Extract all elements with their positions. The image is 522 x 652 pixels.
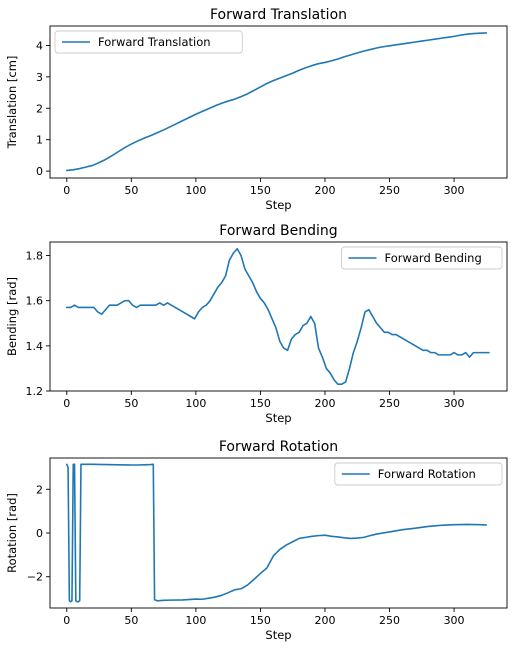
x-axis-label: Step: [265, 411, 291, 425]
chart-title: Forward Rotation: [219, 439, 338, 455]
y-tick-label: 0: [36, 527, 43, 540]
x-tick-label: 150: [250, 397, 271, 410]
x-tick-label: 50: [124, 614, 138, 627]
y-tick-label: 1: [36, 134, 43, 147]
y-tick-label: 2: [36, 102, 43, 115]
y-axis-label: Rotation [rad]: [5, 493, 19, 573]
x-tick-label: 100: [185, 614, 206, 627]
x-tick-label: 50: [124, 397, 138, 410]
x-tick-label: 150: [250, 614, 271, 627]
legend: Forward Translation: [54, 30, 243, 54]
x-tick-label: 200: [314, 184, 335, 197]
x-tick-label: 300: [444, 184, 465, 197]
x-tick-label: 100: [185, 184, 206, 197]
legend-box: [341, 246, 503, 270]
y-tick-label: 1.6: [26, 295, 44, 308]
x-tick-label: 100: [185, 397, 206, 410]
axes-frame: [49, 25, 508, 179]
y-tick-label: 0: [36, 165, 43, 178]
x-tick-label: 0: [63, 614, 70, 627]
y-axis-label: Bending [rad]: [5, 277, 19, 356]
legend-label: Forward Translation: [98, 35, 211, 49]
chart-title: Forward Translation: [210, 7, 347, 23]
x-tick-label: 300: [444, 614, 465, 627]
axes-frame: [49, 241, 508, 392]
series-line-0: [65, 32, 488, 172]
x-tick-label: 200: [314, 614, 335, 627]
chart-title: Forward Bending: [219, 223, 337, 239]
x-tick-label: 250: [379, 397, 400, 410]
legend-label: Forward Rotation: [378, 467, 476, 481]
x-tick-label: 0: [63, 397, 70, 410]
x-tick-label: 300: [444, 397, 465, 410]
x-tick-label: 200: [314, 397, 335, 410]
legend-label: Forward Bending: [385, 251, 482, 265]
x-axis-label: Step: [265, 198, 291, 212]
legend-box: [334, 462, 503, 486]
x-tick-label: 50: [124, 184, 138, 197]
x-axis-label: Step: [265, 628, 291, 642]
chart-panel-2: Forward Rotation 0 50 100 150 200 250 300 −2 0 2 St…: [5, 439, 508, 642]
x-tick-label: 250: [379, 614, 400, 627]
chart-panel-1: Forward Bending 0 50 100 150 200 250 300 1.2 1.4 1…: [5, 223, 508, 425]
series-line-0: [65, 463, 488, 603]
y-tick-label: −2: [27, 571, 43, 584]
y-tick-label: 1.4: [26, 340, 44, 353]
x-tick-label: 150: [250, 184, 271, 197]
legend-box: [54, 30, 243, 54]
y-axis-label: Translation [cm]: [5, 56, 19, 150]
chart-panel-0: Forward Translation 0 50 100 150 200 250 300 0 1 2…: [5, 7, 508, 212]
y-tick-label: 1.2: [26, 385, 44, 398]
y-tick-label: 2: [36, 483, 43, 496]
legend: Forward Bending: [341, 246, 503, 270]
y-tick-label: 3: [36, 71, 43, 84]
x-tick-label: 250: [379, 184, 400, 197]
legend: Forward Rotation: [334, 462, 503, 486]
y-tick-label: 4: [36, 39, 43, 52]
x-tick-label: 0: [63, 184, 70, 197]
y-tick-label: 1.8: [26, 250, 44, 263]
series-line-0: [65, 247, 490, 386]
